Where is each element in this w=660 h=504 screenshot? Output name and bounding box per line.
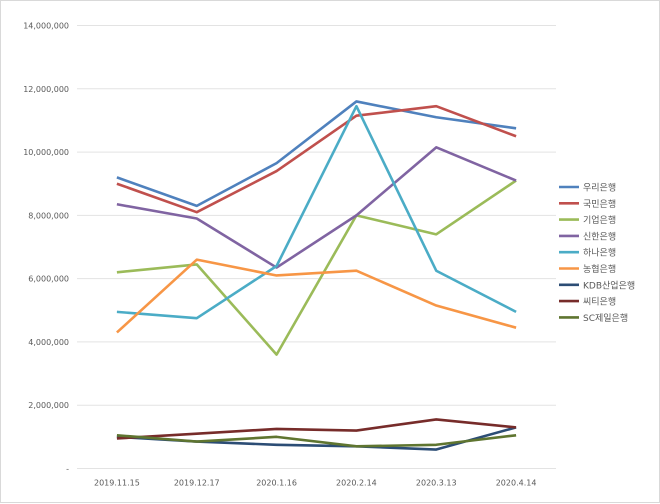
legend-label: 씨티은행 xyxy=(583,296,616,308)
x-tick-label: 2019.11.15 xyxy=(94,479,140,488)
series-line-7 xyxy=(117,419,516,438)
series-line-3 xyxy=(117,147,516,267)
legend-label: 기업은행 xyxy=(583,214,616,226)
legend-label: KDB산업은행 xyxy=(583,279,635,291)
series-line-0 xyxy=(117,101,516,205)
y-tick-label: 10,000,000 xyxy=(23,148,69,157)
series-line-5 xyxy=(117,260,516,333)
y-tick-label: 2,000,000 xyxy=(28,401,69,410)
legend-label: 농협은행 xyxy=(583,263,616,275)
y-tick-label: 14,000,000 xyxy=(23,22,69,31)
x-tick-label: 2019.12.17 xyxy=(174,479,220,488)
series-line-2 xyxy=(117,181,516,355)
legend-label: 우리은행 xyxy=(583,182,616,194)
legend-label: SC제일은행 xyxy=(583,312,628,324)
series-line-1 xyxy=(117,106,516,212)
x-tick-label: 2020.1.16 xyxy=(256,479,297,488)
y-tick-label: 6,000,000 xyxy=(28,275,69,284)
x-tick-label: 2020.4.14 xyxy=(496,479,537,488)
x-tick-label: 2020.2.14 xyxy=(336,479,377,488)
legend-label: 신한은행 xyxy=(583,230,616,242)
legend-label: 하나은행 xyxy=(583,247,616,259)
legend-label: 국민은행 xyxy=(583,198,616,210)
y-tick-label: 4,000,000 xyxy=(28,338,69,347)
y-tick-label: 12,000,000 xyxy=(23,85,69,94)
x-tick-label: 2020.3.13 xyxy=(416,479,457,488)
y-tick-label: - xyxy=(66,465,69,474)
y-tick-label: 8,000,000 xyxy=(28,211,69,220)
